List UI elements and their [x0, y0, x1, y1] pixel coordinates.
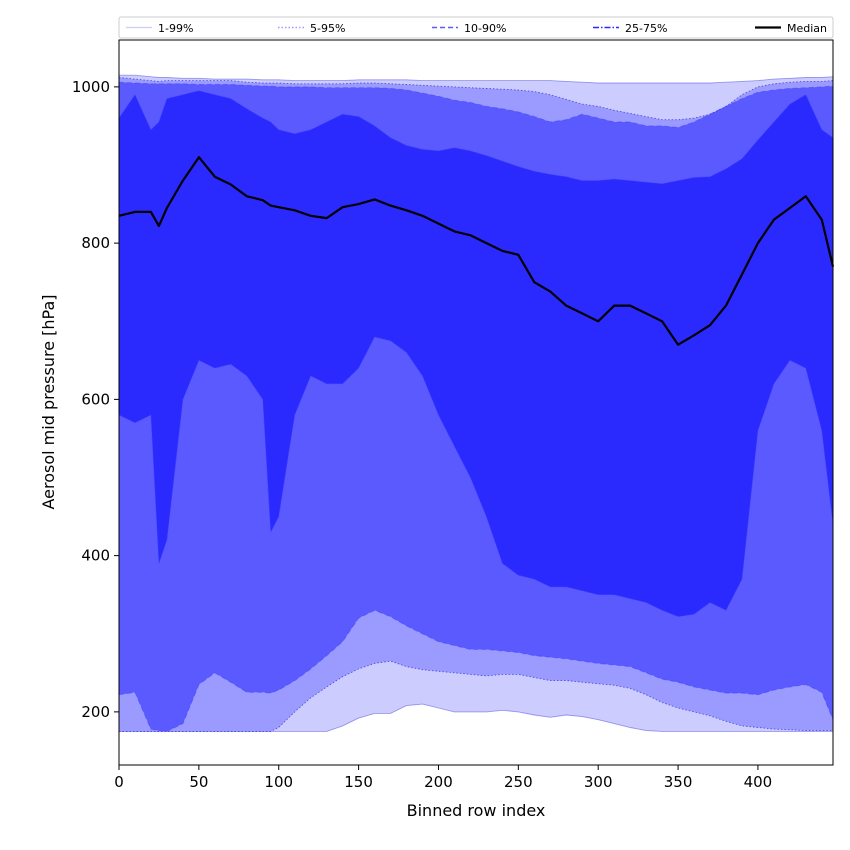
band-10-90pct-upper-edge — [118, 81, 834, 128]
y-tick-label: 200 — [81, 703, 110, 721]
x-tick-label: 250 — [504, 773, 533, 791]
band-25-75pct — [119, 90, 833, 617]
x-tick-label: 100 — [264, 773, 293, 791]
band-1-99pct-upper-edge — [119, 74, 834, 84]
y-tick-label: 1000 — [72, 78, 110, 96]
x-tick-label: 300 — [584, 773, 613, 791]
y-axis-label: Aerosol mid pressure [hPa] — [39, 294, 58, 509]
band-5-95pct-upper-edge — [118, 77, 834, 121]
band-25-75pct-upper-edge — [118, 90, 834, 185]
x-tick-label: 0 — [114, 773, 124, 791]
legend: 1-99% 5-95% 10-90% 25-75% Median — [118, 16, 834, 39]
band-25-75pct-lower-edge — [118, 336, 834, 618]
legend-label-5-95pct: 5-95% — [310, 22, 345, 35]
legend-label-25-75pct: 25-75% — [625, 22, 667, 35]
y-tick-label: 800 — [81, 234, 110, 252]
x-axis: 0 50 100 150 200 250 300 350 400 — [114, 765, 772, 791]
y-tick-label: 600 — [81, 390, 110, 408]
median-line — [118, 156, 835, 346]
x-tick-label: 50 — [189, 773, 208, 791]
plot-frame — [118, 39, 834, 766]
band-10-90pct-lower-edge — [118, 609, 834, 732]
y-axis: 200 400 600 800 1000 — [72, 78, 119, 721]
x-tick-label: 400 — [744, 773, 773, 791]
x-tick-label: 350 — [664, 773, 693, 791]
x-axis-label: Binned row index — [407, 801, 546, 820]
bands-layer — [118, 74, 834, 732]
x-tick-label: 200 — [424, 773, 453, 791]
y-tick-label: 400 — [81, 547, 110, 565]
legend-label-median: Median — [787, 22, 827, 35]
legend-label-10-90pct: 10-90% — [464, 22, 506, 35]
legend-frame — [118, 16, 834, 39]
legend-label-1-99pct: 1-99% — [158, 22, 193, 35]
band-5-95pct-lower-edge — [119, 660, 833, 732]
x-tick-label: 150 — [344, 773, 373, 791]
median-layer — [118, 156, 835, 346]
